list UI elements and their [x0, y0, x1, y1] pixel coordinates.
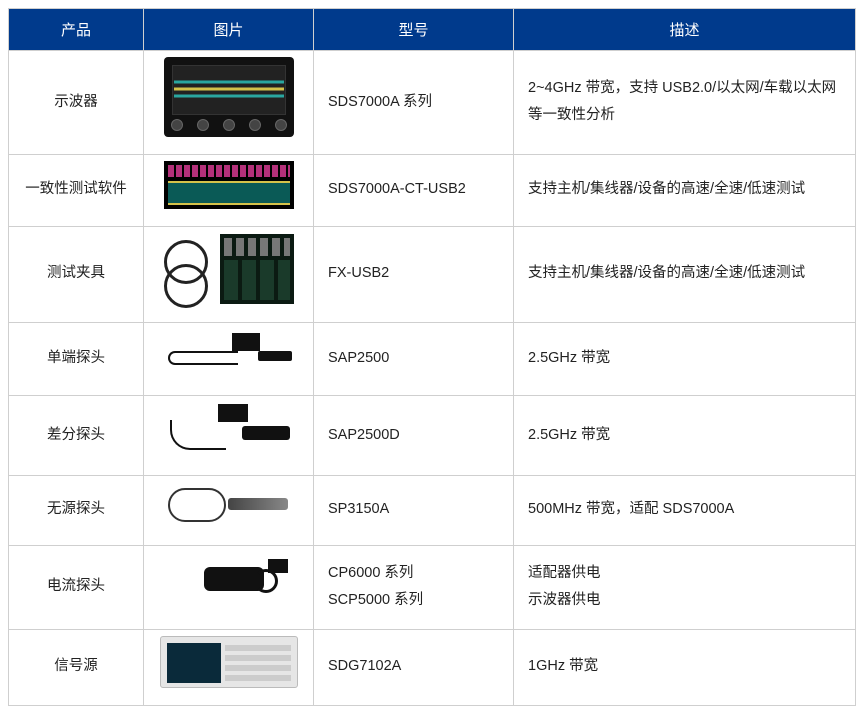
single-ended-probe-icon — [164, 329, 294, 379]
cell-image — [144, 396, 314, 476]
cell-product: 无源探头 — [9, 475, 144, 545]
cell-product: 单端探头 — [9, 322, 144, 396]
cell-desc: 支持主机/集线器/设备的高速/全速/低速测试 — [514, 226, 856, 322]
cell-desc: 2~4GHz 带宽，支持 USB2.0/以太网/车载以太网等一致性分析 — [514, 51, 856, 155]
col-header-image: 图片 — [144, 9, 314, 51]
cell-image — [144, 322, 314, 396]
signal-generator-icon — [160, 636, 298, 688]
table-row: 差分探头 SAP2500D 2.5GHz 带宽 — [9, 396, 856, 476]
cell-desc: 支持主机/集线器/设备的高速/全速/低速测试 — [514, 154, 856, 226]
cell-image — [144, 51, 314, 155]
table-row: 单端探头 SAP2500 2.5GHz 带宽 — [9, 322, 856, 396]
cell-image — [144, 475, 314, 545]
cell-desc: 1GHz 带宽 — [514, 629, 856, 705]
table-row: 无源探头 SP3150A 500MHz 带宽，适配 SDS7000A — [9, 475, 856, 545]
table-body: 示波器 SDS7000A 系列 2~4GHz 带宽，支持 USB2.0/以太网/… — [9, 51, 856, 706]
cell-product: 信号源 — [9, 629, 144, 705]
fixture-kit-icon — [164, 234, 294, 304]
table-row: 一致性测试软件 SDS7000A-CT-USB2 支持主机/集线器/设备的高速/… — [9, 154, 856, 226]
cell-model: SDS7000A-CT-USB2 — [314, 154, 514, 226]
table-row: 信号源 SDG7102A 1GHz 带宽 — [9, 629, 856, 705]
cell-desc: 2.5GHz 带宽 — [514, 322, 856, 396]
cell-model: CP6000 系列 SCP5000 系列 — [314, 545, 514, 629]
passive-probe-icon — [164, 482, 294, 528]
col-header-desc: 描述 — [514, 9, 856, 51]
product-table: 产品 图片 型号 描述 示波器 SDS7000A 系列 2~4GHz 带宽，支持… — [8, 8, 856, 706]
current-probe-icon — [164, 559, 294, 605]
cell-model: SAP2500 — [314, 322, 514, 396]
differential-probe-icon — [164, 402, 294, 458]
cell-product: 测试夹具 — [9, 226, 144, 322]
cell-image — [144, 629, 314, 705]
cell-model: SDS7000A 系列 — [314, 51, 514, 155]
software-waveform-icon — [164, 161, 294, 209]
cell-desc: 适配器供电 示波器供电 — [514, 545, 856, 629]
cell-model: SP3150A — [314, 475, 514, 545]
cell-model: SDG7102A — [314, 629, 514, 705]
table-row: 示波器 SDS7000A 系列 2~4GHz 带宽，支持 USB2.0/以太网/… — [9, 51, 856, 155]
table-row: 电流探头 CP6000 系列 SCP5000 系列 适配器供电 示波器供电 — [9, 545, 856, 629]
cell-product: 一致性测试软件 — [9, 154, 144, 226]
table-header-row: 产品 图片 型号 描述 — [9, 9, 856, 51]
oscilloscope-icon — [164, 57, 294, 137]
cell-model: SAP2500D — [314, 396, 514, 476]
table-row: 测试夹具 FX-USB2 支持主机/集线器/设备的高速/全速/低速测试 — [9, 226, 856, 322]
cell-product: 差分探头 — [9, 396, 144, 476]
cell-image — [144, 154, 314, 226]
cell-desc: 2.5GHz 带宽 — [514, 396, 856, 476]
cell-product: 示波器 — [9, 51, 144, 155]
cell-image — [144, 226, 314, 322]
col-header-model: 型号 — [314, 9, 514, 51]
cell-model: FX-USB2 — [314, 226, 514, 322]
cell-product: 电流探头 — [9, 545, 144, 629]
cell-image — [144, 545, 314, 629]
cell-desc: 500MHz 带宽，适配 SDS7000A — [514, 475, 856, 545]
col-header-product: 产品 — [9, 9, 144, 51]
